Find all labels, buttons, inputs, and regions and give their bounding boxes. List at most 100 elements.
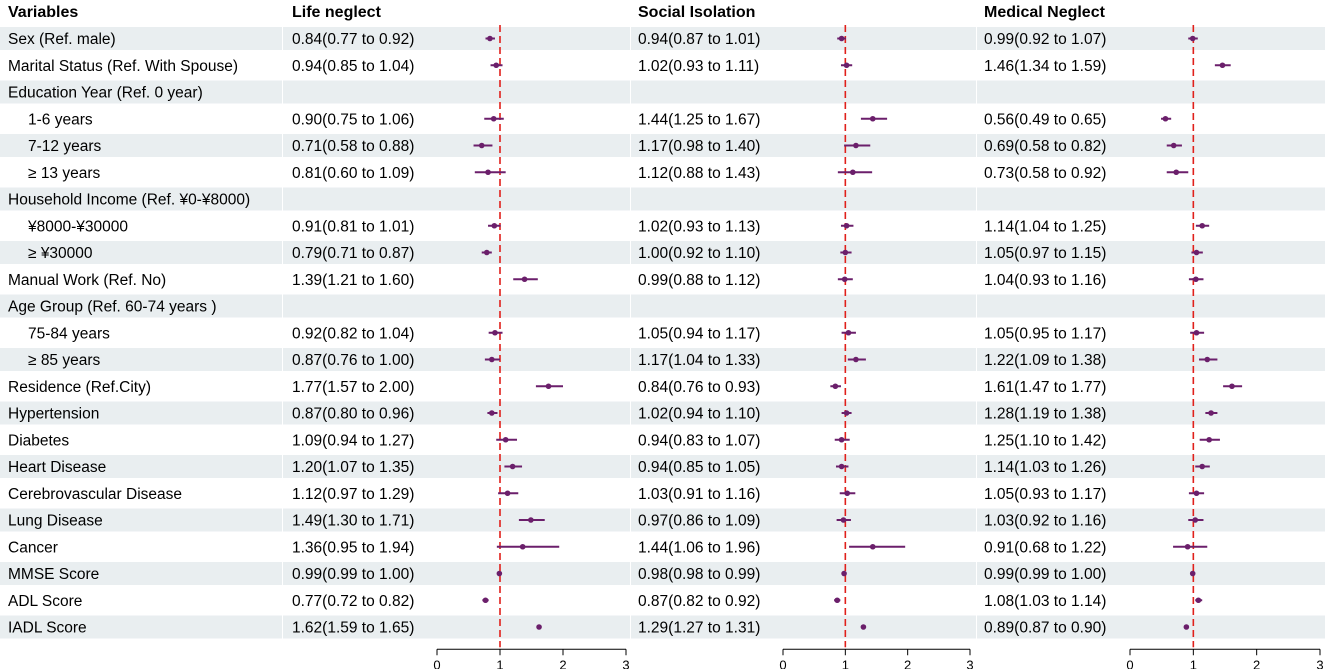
row-band	[283, 187, 630, 211]
row-band	[977, 615, 1325, 639]
point-estimate-life	[489, 356, 495, 363]
value-social: 0.99(0.88 to 1.12)	[638, 272, 760, 289]
value-life: 1.09(0.94 to 1.27)	[292, 432, 414, 449]
header-social: Social Isolation	[638, 4, 755, 21]
value-social: 1.02(0.94 to 1.10)	[638, 406, 760, 423]
row-band	[0, 401, 282, 425]
value-medical: 1.05(0.93 to 1.17)	[984, 486, 1106, 503]
row-band	[283, 294, 630, 318]
value-life: 1.36(0.95 to 1.94)	[292, 539, 414, 556]
row-label: Diabetes	[8, 432, 69, 449]
point-estimate-medical	[1219, 62, 1226, 69]
value-life: 0.91(0.81 to 1.01)	[292, 218, 414, 235]
point-estimate-life	[485, 169, 491, 176]
row-label: Heart Disease	[8, 459, 106, 476]
row-label: Age Group (Ref. 60-74 years )	[8, 299, 217, 316]
value-social: 0.94(0.87 to 1.01)	[638, 31, 760, 48]
point-estimate-social	[853, 142, 859, 149]
value-social: 0.98(0.98 to 0.99)	[638, 566, 760, 583]
point-estimate-social	[838, 463, 845, 470]
x-tick-label-life: 3	[622, 657, 629, 669]
point-estimate-life	[536, 624, 542, 630]
x-tick-label-medical: 1	[1190, 657, 1197, 669]
point-estimate-medical	[1170, 142, 1177, 149]
value-medical: 0.56(0.49 to 0.65)	[984, 111, 1106, 128]
row-label: Cancer	[8, 539, 58, 556]
value-medical: 1.22(1.09 to 1.38)	[984, 352, 1106, 369]
point-estimate-social	[869, 543, 876, 550]
value-social: 1.05(0.94 to 1.17)	[638, 325, 760, 342]
row-band	[977, 241, 1325, 264]
row-band	[631, 615, 976, 639]
value-medical: 1.04(0.93 to 1.16)	[984, 272, 1106, 289]
row-label: MMSE Score	[8, 566, 99, 583]
point-estimate-life	[493, 62, 500, 69]
value-social: 0.94(0.85 to 1.05)	[638, 459, 760, 476]
row-band	[283, 241, 630, 264]
row-band	[977, 134, 1325, 157]
value-life: 1.49(1.30 to 1.71)	[292, 513, 414, 530]
row-band	[283, 562, 630, 585]
point-estimate-medical	[1189, 570, 1196, 577]
value-social: 0.97(0.86 to 1.09)	[638, 513, 760, 530]
point-estimate-life	[496, 570, 503, 577]
value-life: 0.94(0.85 to 1.04)	[292, 58, 414, 75]
point-estimate-medical	[1189, 35, 1196, 42]
point-estimate-life	[491, 222, 498, 229]
value-medical: 1.14(1.03 to 1.26)	[984, 459, 1106, 476]
point-estimate-medical	[1206, 436, 1212, 443]
point-estimate-medical	[1193, 249, 1200, 256]
row-band	[977, 401, 1325, 425]
row-label: Household Income (Ref. ¥0-¥8000)	[8, 192, 250, 209]
value-life: 0.71(0.58 to 0.88)	[292, 138, 414, 155]
value-medical: 0.99(0.99 to 1.00)	[984, 566, 1106, 583]
point-estimate-life	[545, 383, 552, 390]
row-band	[631, 241, 976, 264]
point-estimate-medical	[1193, 490, 1200, 497]
value-life: 0.99(0.99 to 1.00)	[292, 566, 414, 583]
value-social: 0.94(0.83 to 1.07)	[638, 432, 760, 449]
x-tick-label-medical: 3	[1316, 657, 1323, 669]
header-medical: Medical Neglect	[984, 4, 1106, 21]
row-band	[977, 348, 1325, 371]
value-social: 1.44(1.25 to 1.67)	[638, 111, 760, 128]
point-estimate-life	[490, 115, 497, 122]
value-life: 0.81(0.60 to 1.09)	[292, 165, 414, 182]
point-estimate-medical	[1193, 276, 1199, 283]
point-estimate-life	[492, 329, 498, 336]
value-life: 0.92(0.82 to 1.04)	[292, 325, 414, 342]
point-estimate-medical	[1199, 222, 1205, 229]
row-band	[631, 27, 976, 50]
x-tick-label-social: 1	[842, 657, 849, 669]
point-estimate-medical	[1192, 517, 1199, 523]
value-medical: 0.73(0.58 to 0.92)	[984, 165, 1106, 182]
header-life: Life neglect	[292, 4, 382, 21]
point-estimate-social	[841, 570, 847, 577]
point-estimate-life	[519, 543, 526, 550]
row-label: 1-6 years	[28, 111, 93, 128]
row-label: ≥ 85 years	[28, 352, 101, 369]
value-medical: 1.05(0.97 to 1.15)	[984, 245, 1106, 262]
point-estimate-medical	[1195, 597, 1202, 604]
value-medical: 1.08(1.03 to 1.14)	[984, 593, 1106, 610]
row-band	[0, 508, 282, 532]
row-band	[283, 348, 630, 371]
point-estimate-medical	[1183, 624, 1190, 630]
row-band	[977, 508, 1325, 532]
point-estimate-medical	[1199, 463, 1205, 470]
value-medical: 1.05(0.95 to 1.17)	[984, 325, 1106, 342]
value-social: 1.44(1.06 to 1.96)	[638, 539, 760, 556]
row-band	[283, 401, 630, 425]
value-social: 1.03(0.91 to 1.16)	[638, 486, 760, 503]
row-band	[0, 241, 282, 264]
value-life: 1.62(1.59 to 1.65)	[292, 620, 414, 637]
value-life: 0.79(0.71 to 0.87)	[292, 245, 414, 262]
x-tick-label-social: 3	[966, 657, 973, 669]
x-tick-label-medical: 2	[1253, 657, 1260, 669]
row-band	[0, 27, 282, 50]
point-estimate-social	[853, 356, 859, 363]
value-social: 0.84(0.76 to 0.93)	[638, 379, 760, 396]
point-estimate-social	[860, 624, 867, 630]
value-social: 1.02(0.93 to 1.13)	[638, 218, 760, 235]
